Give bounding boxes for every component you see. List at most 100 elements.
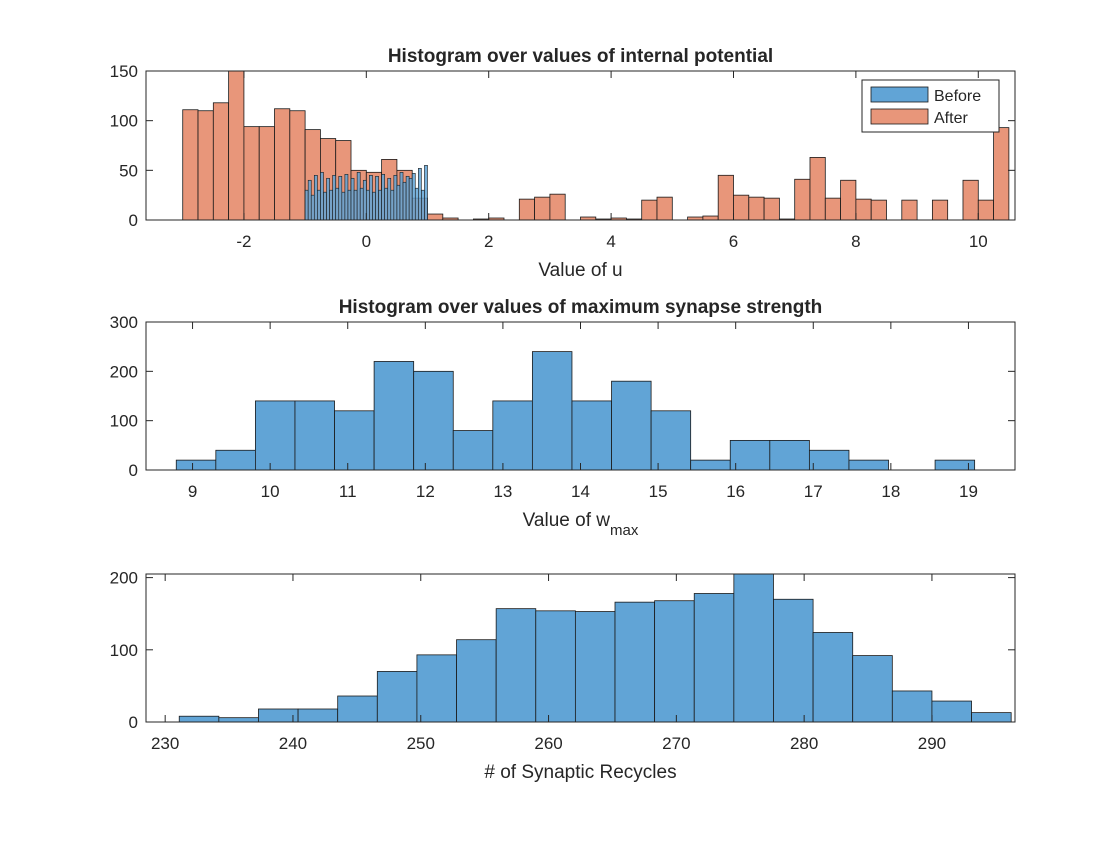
bar — [614, 601, 656, 723]
bar — [456, 639, 497, 723]
bar — [729, 439, 771, 471]
y-tick-label: 200 — [110, 569, 138, 588]
series-bars — [178, 573, 1012, 723]
panel-2: 9 10 11 12 13 14 15 16 17 18 19 0 100 200 300 Histogram… — [110, 297, 1016, 539]
bar — [891, 690, 933, 723]
bar — [794, 178, 811, 221]
bar — [418, 168, 422, 221]
y-tick-label: 100 — [110, 412, 138, 431]
series-after — [182, 70, 1010, 221]
legend-label-before: Before — [934, 88, 981, 105]
bar — [693, 593, 735, 723]
series-bars — [175, 351, 976, 471]
bar — [611, 380, 652, 471]
bar — [855, 198, 872, 221]
bar — [335, 187, 340, 221]
bar — [369, 175, 373, 221]
bar — [824, 197, 841, 221]
bar — [852, 655, 893, 723]
bar — [356, 172, 361, 221]
bar — [372, 191, 376, 221]
series-before — [304, 165, 428, 221]
bar — [243, 126, 260, 221]
bar — [294, 400, 335, 471]
bar — [393, 175, 398, 221]
legend: Before After — [861, 79, 1000, 133]
y-tick-label: 200 — [110, 362, 138, 381]
x-tick-label: 19 — [959, 482, 978, 501]
bar — [396, 184, 401, 221]
bar — [424, 165, 428, 221]
bar — [654, 600, 695, 723]
bar — [212, 102, 230, 221]
bar — [848, 459, 889, 471]
x-tick-label: 13 — [493, 482, 512, 501]
bar — [534, 196, 551, 221]
bar — [931, 700, 972, 723]
bar — [313, 175, 318, 221]
bar — [334, 410, 375, 471]
bar — [870, 199, 887, 221]
bar — [353, 189, 358, 221]
x-tick-label: 250 — [407, 734, 435, 753]
bar — [717, 174, 734, 221]
bar — [376, 671, 418, 723]
bar — [390, 189, 395, 221]
bar — [495, 608, 537, 723]
bar — [254, 400, 296, 471]
bar — [182, 109, 199, 221]
bar — [733, 194, 750, 221]
bar — [337, 695, 378, 723]
x-tick-label: 2 — [484, 232, 493, 251]
bar — [641, 199, 658, 221]
bar — [733, 573, 774, 723]
bar — [650, 410, 692, 471]
y-tick-label: 100 — [110, 641, 138, 660]
bar — [901, 199, 918, 221]
bar — [971, 712, 1012, 723]
bar — [373, 361, 415, 471]
bar — [977, 199, 994, 221]
chart-title: Histogram over values of maximum synapse… — [339, 297, 823, 318]
bar — [656, 196, 673, 221]
x-tick-label: 8 — [851, 232, 860, 251]
bar — [402, 181, 407, 221]
x-tick-label: 0 — [362, 232, 371, 251]
y-tick-label: 300 — [110, 313, 138, 332]
panel-3: 230 240 250 260 270 280 290 0 100 200 # of Synapti… — [110, 569, 1016, 783]
bar — [414, 187, 419, 221]
bar — [341, 191, 346, 221]
bar — [763, 197, 780, 221]
bar — [175, 459, 217, 471]
bar — [378, 189, 382, 221]
x-tick-label: 4 — [606, 232, 615, 251]
bar — [320, 172, 324, 221]
bar — [452, 430, 494, 471]
x-axis-label: Value of wmax — [523, 510, 639, 539]
bar — [769, 439, 810, 471]
legend-label-after: After — [934, 110, 968, 127]
y-tick-label: 100 — [110, 112, 138, 131]
x-tick-label: 260 — [534, 734, 562, 753]
bar — [215, 449, 256, 471]
bar — [310, 194, 315, 221]
x-tick-label: 10 — [969, 232, 988, 251]
bar — [535, 610, 576, 723]
legend-swatch-before — [870, 86, 929, 103]
bar — [809, 157, 826, 221]
x-tick-label: 9 — [188, 482, 197, 501]
bar — [350, 177, 355, 221]
x-tick-label: 17 — [804, 482, 823, 501]
bar — [228, 70, 245, 221]
x-tick-label: 290 — [918, 734, 946, 753]
x-tick-label: 14 — [571, 482, 590, 501]
bar — [258, 708, 299, 723]
x-tick-label: 12 — [416, 482, 435, 501]
bar — [289, 110, 306, 221]
axes-box — [145, 70, 1016, 221]
bar — [197, 110, 214, 221]
bar — [387, 177, 392, 221]
